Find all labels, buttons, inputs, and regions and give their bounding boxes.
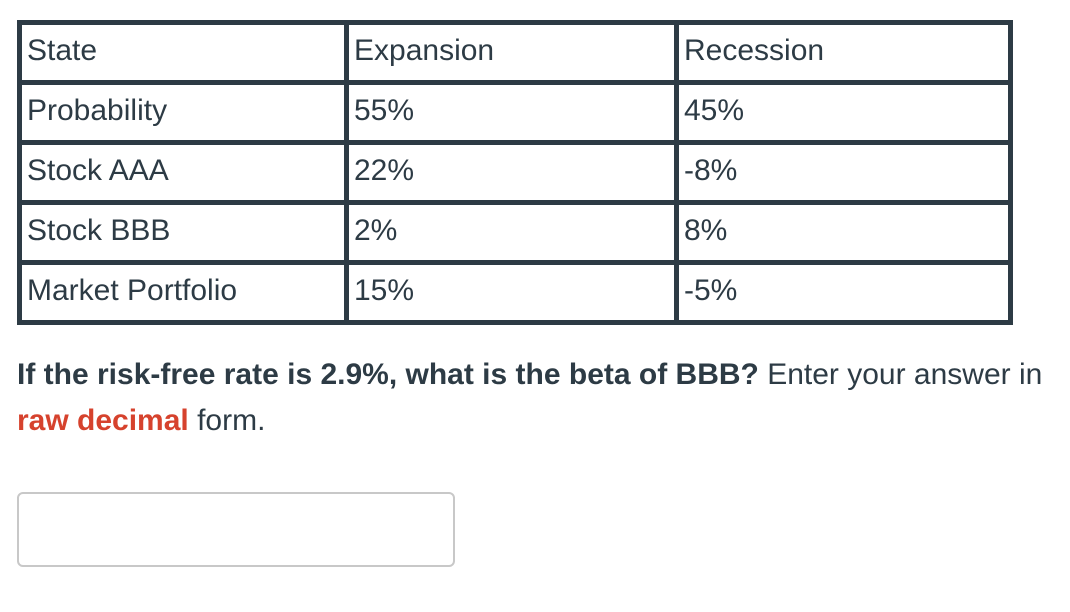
- question-line-1: If the risk-free rate is 2.9%, what is t…: [17, 352, 1053, 398]
- question-normal-text: Enter your answer in: [758, 358, 1043, 391]
- table-row-market-portfolio: Market Portfolio 15% -5%: [17, 260, 1013, 325]
- recession-cell: -8%: [674, 140, 1013, 205]
- header-cell-state: State: [17, 20, 349, 85]
- table-row-stock-bbb: Stock BBB 2% 8%: [17, 200, 1013, 265]
- question-red-emphasis-text: raw decimal: [17, 404, 189, 437]
- question-text: If the risk-free rate is 2.9%, what is t…: [17, 352, 1053, 444]
- answer-input[interactable]: [17, 492, 455, 567]
- header-cell-recession: Recession: [674, 20, 1013, 85]
- recession-cell: -5%: [674, 260, 1013, 325]
- table-row-stock-aaa: Stock AAA 22% -8%: [17, 140, 1013, 205]
- question-line-2: raw decimal form.: [17, 398, 1053, 444]
- row-label: Probability: [17, 80, 349, 145]
- table-header-row: State Expansion Recession: [17, 20, 1013, 85]
- table-row-probability: Probability 55% 45%: [17, 80, 1013, 145]
- expansion-cell: 22%: [344, 140, 679, 205]
- row-label: Stock BBB: [17, 200, 349, 265]
- expansion-cell: 55%: [344, 80, 679, 145]
- states-returns-table: State Expansion Recession Probability 55…: [17, 20, 1013, 325]
- row-label: Market Portfolio: [17, 260, 349, 325]
- question-bold-text: If the risk-free rate is 2.9%, what is t…: [17, 358, 759, 391]
- header-cell-expansion: Expansion: [344, 20, 679, 85]
- recession-cell: 45%: [674, 80, 1013, 145]
- expansion-cell: 15%: [344, 260, 679, 325]
- question-tail-text: form.: [188, 404, 266, 437]
- row-label: Stock AAA: [17, 140, 349, 205]
- expansion-cell: 2%: [344, 200, 679, 265]
- recession-cell: 8%: [674, 200, 1013, 265]
